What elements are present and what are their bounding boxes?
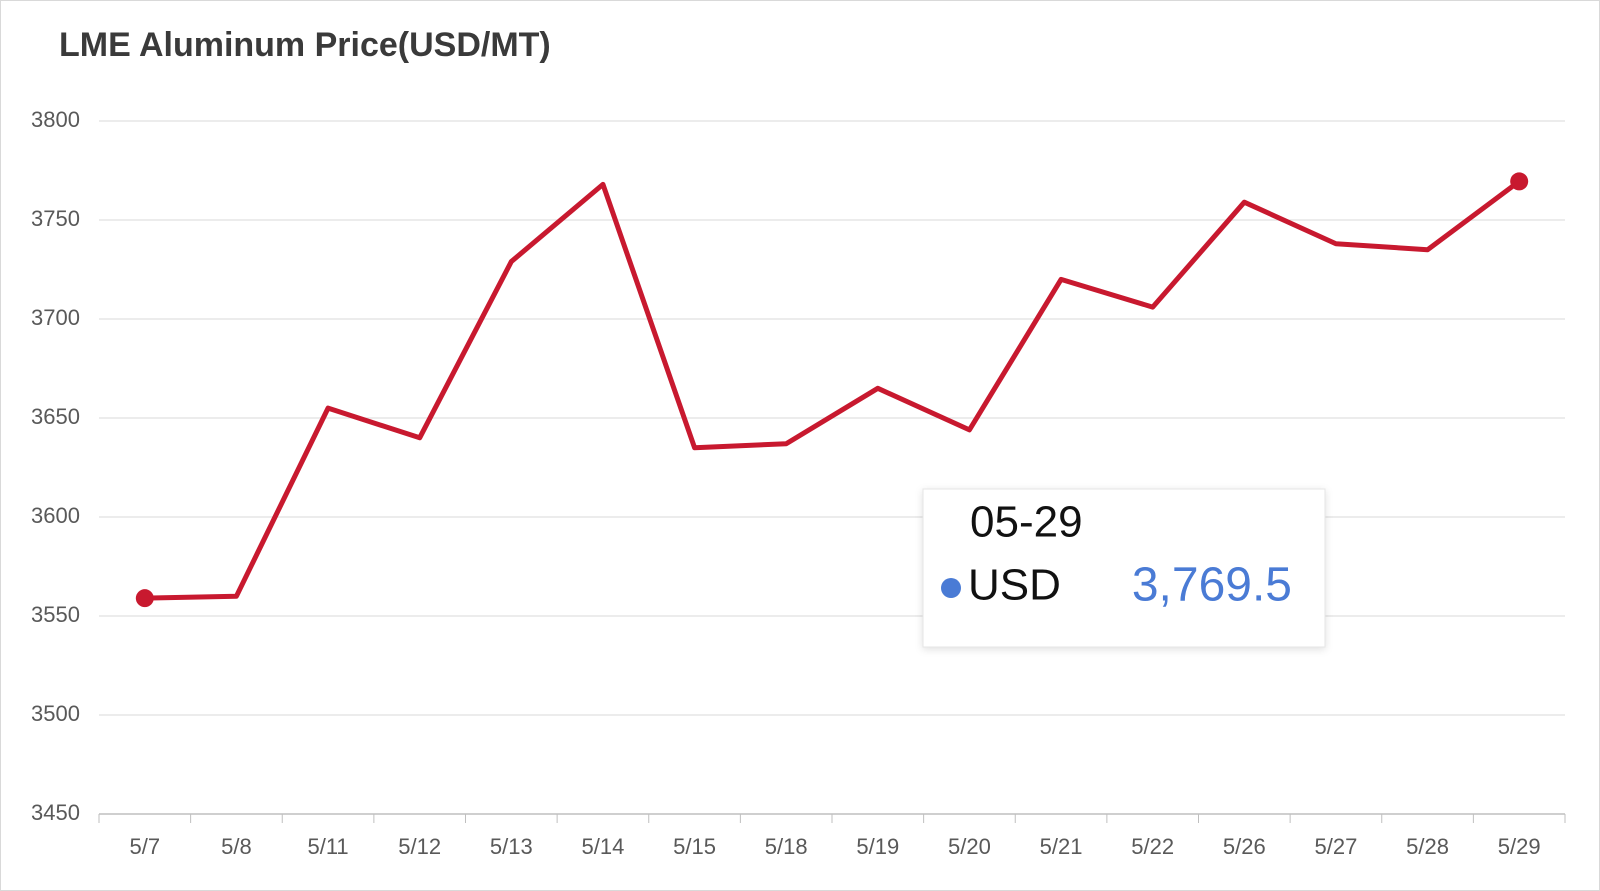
- y-tick-label: 3500: [31, 701, 80, 726]
- end-point: [135, 589, 154, 608]
- y-tick-label: 3650: [31, 404, 80, 429]
- y-tick-label: 3450: [31, 800, 80, 825]
- tooltip-dot: [941, 578, 961, 598]
- x-tick-label: 5/13: [490, 834, 533, 859]
- data-line: [144, 179, 1521, 601]
- x-tick-label: 5/28: [1406, 834, 1449, 859]
- x-tick-label: 5/26: [1223, 834, 1266, 859]
- y-tick-label: 3700: [31, 305, 80, 330]
- x-tick-label: 5/22: [1131, 834, 1174, 859]
- y-tick-label: 3550: [31, 602, 80, 627]
- tooltip-title: 05-29: [970, 498, 1083, 547]
- x-tick-label: 5/7: [130, 834, 161, 859]
- y-tick-label: 3750: [31, 206, 80, 231]
- x-tick-label: 5/20: [948, 834, 991, 859]
- x-tick-label: 5/19: [856, 834, 899, 859]
- x-tick-label: 5/18: [765, 834, 808, 859]
- chart-title: LME Aluminum Price(USD/MT): [59, 26, 551, 64]
- tooltip-series: USD: [968, 561, 1061, 610]
- x-tick-label: 5/11: [307, 834, 348, 859]
- tooltip-box: [922, 488, 1326, 648]
- x-tick-label: 5/14: [582, 834, 625, 859]
- x-tick-label: 5/8: [221, 834, 252, 859]
- y-tick-label: 3600: [31, 503, 80, 528]
- tooltip-value: 3,769.5: [1132, 559, 1292, 612]
- tooltip: 05-29 USD 3,769.5: [922, 488, 1326, 648]
- end-point: [1510, 172, 1529, 191]
- x-tick-label: 5/21: [1040, 834, 1083, 859]
- x-tick-label: 5/27: [1315, 834, 1358, 859]
- y-tick-label: 3800: [31, 107, 80, 132]
- x-tick-label: 5/12: [398, 834, 441, 859]
- x-tick-label: 5/15: [673, 834, 716, 859]
- x-tick-label: 5/29: [1498, 834, 1541, 859]
